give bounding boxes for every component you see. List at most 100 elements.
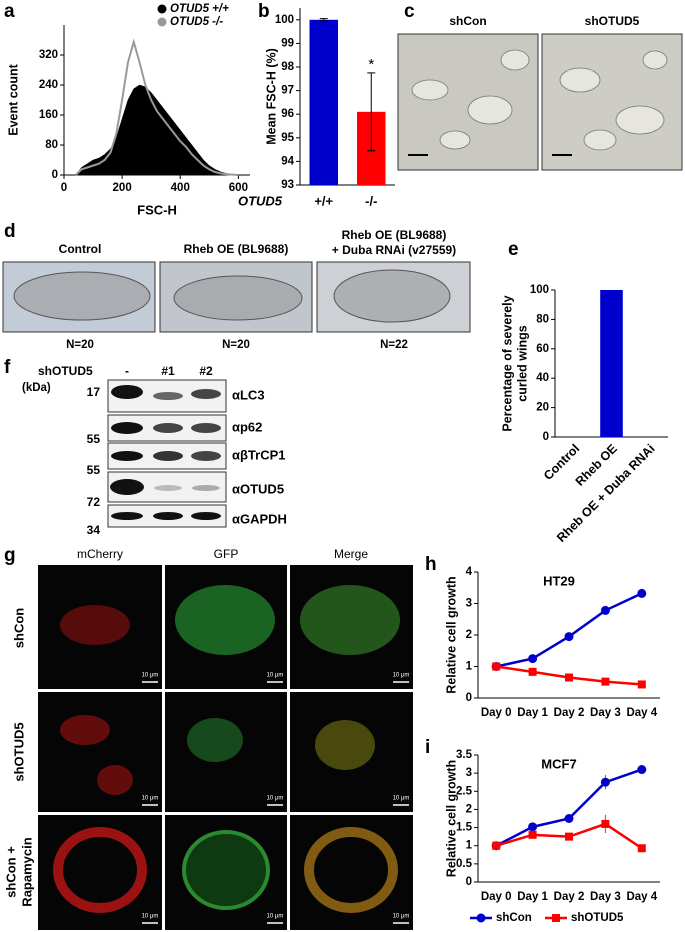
legend-marker — [157, 4, 167, 14]
point — [637, 765, 647, 775]
panel-letter: h — [425, 554, 437, 575]
y-tick-label: 3.5 — [456, 749, 473, 761]
legend-marker — [476, 913, 486, 923]
size-marker: 34 — [87, 523, 101, 537]
x-tick-label: 0 — [61, 182, 67, 194]
y-tick-label: 99 — [281, 37, 294, 49]
lane-label: #1 — [161, 364, 175, 378]
antibody-label: αLC3 — [232, 387, 265, 402]
scale-label: 10 μm — [142, 914, 159, 920]
sample-size: N=22 — [380, 339, 408, 351]
panel-letter: d — [4, 221, 16, 242]
y-tick-label: 93 — [281, 179, 294, 191]
chart-title: MCF7 — [541, 756, 576, 771]
unit-label: (kDa) — [22, 382, 51, 394]
y-tick-label: 0 — [52, 169, 58, 181]
x-tick-label: Day 3 — [590, 891, 621, 903]
panel-letter: b — [258, 1, 270, 22]
y-tick-label: 3 — [466, 598, 472, 610]
point — [564, 814, 574, 823]
cell-clusters — [411, 49, 668, 151]
x-tick-label: Day 1 — [517, 707, 548, 719]
panel-letter: c — [404, 1, 415, 22]
point — [492, 662, 501, 671]
x-tick-label: +/+ — [314, 193, 333, 208]
y-tick-label: 40 — [536, 372, 549, 384]
x-tick-label: -/- — [365, 193, 377, 208]
point — [600, 605, 610, 615]
x-tick-label: Day 4 — [626, 891, 657, 903]
y-tick-label: 100 — [530, 284, 549, 296]
antibody-label: αβTrCP1 — [232, 447, 286, 462]
scale-label: 10 μm — [393, 796, 410, 802]
x-tick-label: Day 0 — [481, 707, 512, 719]
y-tick-label: 1 — [466, 661, 473, 673]
x-tick-label: 400 — [171, 182, 190, 194]
x-tick-label: Day 0 — [481, 891, 512, 903]
point — [528, 830, 537, 839]
point — [565, 832, 573, 841]
wings — [13, 269, 451, 323]
point — [637, 588, 647, 598]
column-title: GFP — [214, 547, 239, 561]
legend-marker — [552, 914, 560, 922]
size-marker: 55 — [87, 432, 101, 446]
row-label: shCon + — [3, 846, 18, 898]
chart-title: HT29 — [543, 573, 575, 588]
point — [564, 632, 574, 642]
y-tick-label: 0 — [543, 431, 549, 443]
panel-letter: f — [4, 357, 11, 378]
point — [601, 819, 610, 828]
y-tick-label: 320 — [39, 49, 58, 61]
column-title: Merge — [334, 547, 368, 561]
cell-signal — [53, 585, 400, 913]
y-tick-label: 1.5 — [456, 822, 473, 834]
y-tick-label: 2 — [466, 803, 472, 815]
x-axis-label: FSC-H — [137, 202, 177, 217]
scale-label: 10 μm — [142, 796, 159, 802]
scale-label: 10 μm — [393, 673, 410, 679]
y-tick-label: 4 — [466, 566, 473, 578]
panel-letter: e — [508, 239, 519, 260]
y-tick-label: 80 — [536, 313, 549, 325]
legend-label: OTUD5 +/+ — [170, 3, 229, 15]
condition-label: shOTUD5 — [38, 364, 93, 378]
y-tick-label: 96 — [281, 108, 294, 120]
x-tick-label: Day 4 — [626, 707, 657, 719]
x-tick-label: Day 2 — [554, 707, 585, 719]
panel-letter: g — [4, 545, 16, 566]
y-axis-label: curled wings — [515, 325, 529, 401]
image-title: Rheb OE (BL9688) — [184, 242, 289, 256]
image-title: Rheb OE (BL9688) — [342, 228, 447, 242]
lane-label: #2 — [199, 364, 213, 378]
point — [528, 654, 538, 664]
x-tick-label: Day 3 — [590, 707, 621, 719]
y-tick-label: 2 — [466, 629, 472, 641]
y-tick-label: 0 — [466, 876, 472, 888]
x-tick-label: Day 1 — [517, 891, 548, 903]
legend-label: shOTUD5 — [571, 912, 624, 924]
size-marker: 72 — [87, 495, 101, 509]
point — [492, 841, 501, 850]
antibody-label: αOTUD5 — [232, 481, 284, 496]
row-label: Rapamycin — [19, 837, 34, 906]
y-tick-label: 97 — [281, 85, 294, 97]
bar — [600, 290, 623, 437]
blot-bands — [110, 385, 221, 520]
image-title: Control — [59, 242, 102, 256]
y-axis-label: Relative cell growth — [444, 760, 458, 877]
antibody-label: αp62 — [232, 419, 262, 434]
legend-label: OTUD5 -/- — [170, 16, 223, 28]
sample-size: N=20 — [222, 339, 250, 351]
y-axis-label: Event count — [6, 63, 20, 135]
histogram — [75, 84, 239, 176]
y-tick-label: 240 — [39, 79, 58, 91]
y-tick-label: 3 — [466, 767, 472, 779]
scale-label: 10 μm — [267, 796, 284, 802]
row-label: shCon — [11, 608, 26, 649]
y-tick-label: 160 — [39, 109, 58, 121]
point — [600, 777, 610, 787]
scale-label: 10 μm — [393, 914, 410, 920]
column-title: mCherry — [77, 547, 123, 561]
legend-label: shCon — [496, 912, 532, 924]
